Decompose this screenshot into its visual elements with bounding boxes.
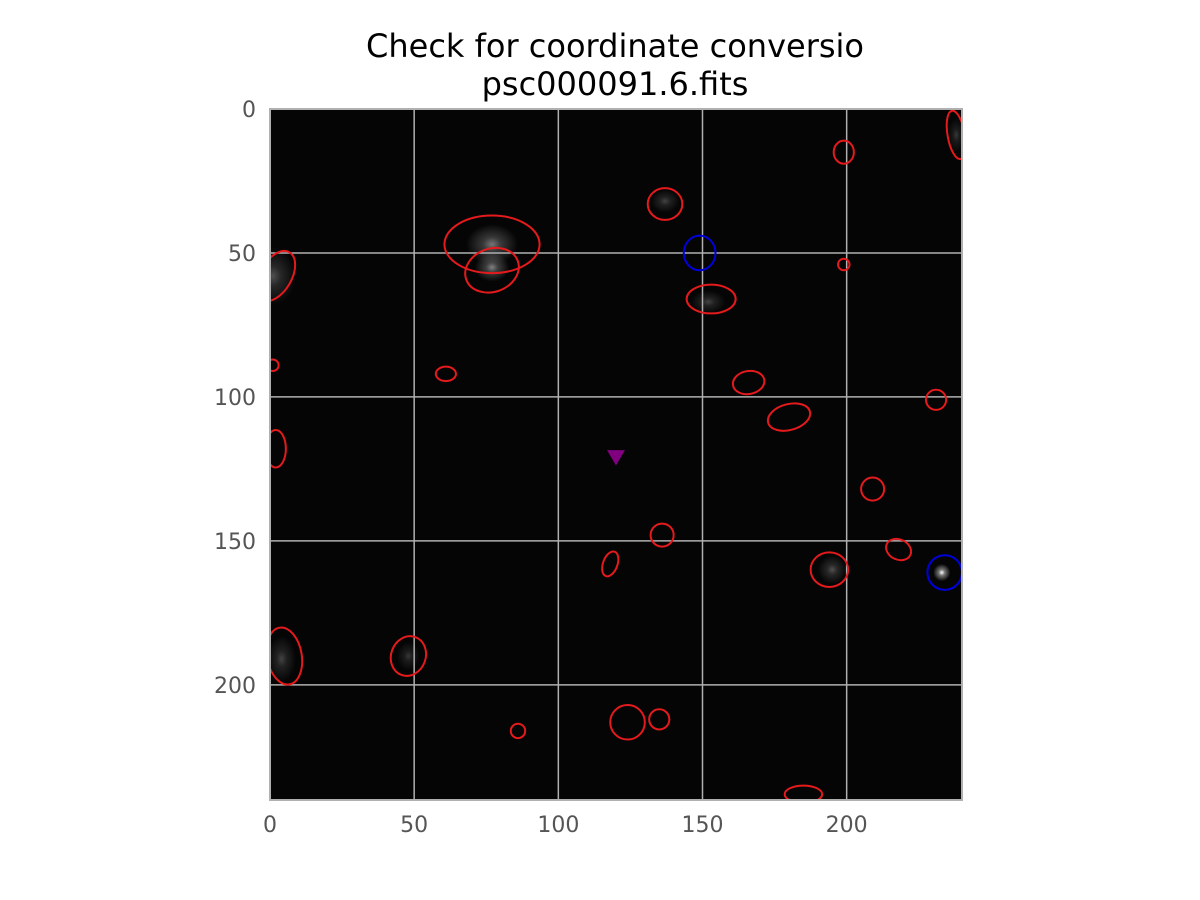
source-ellipse — [860, 476, 886, 502]
source-glow — [466, 224, 518, 265]
source-glow — [690, 290, 726, 314]
source-ellipse — [270, 250, 297, 302]
source-ellipse — [685, 283, 737, 315]
x-tick-label: 0 — [263, 813, 277, 838]
source-ellipse — [648, 708, 671, 731]
y-tick-label: 150 — [214, 530, 256, 555]
source-glow — [474, 252, 510, 282]
source-ellipse — [809, 551, 850, 588]
chart-subtitle: psc000091.6.fits — [482, 65, 749, 103]
position-marker — [607, 450, 625, 466]
source-glow — [270, 635, 296, 682]
source-ellipse — [832, 139, 855, 165]
chart-title: Check for coordinate conversio — [366, 27, 864, 65]
source-ellipse — [270, 429, 287, 469]
source-glow — [396, 641, 420, 671]
marker-layer — [270, 109, 962, 800]
source-ellipse — [509, 722, 527, 740]
source-ellipse — [270, 626, 304, 686]
source-ellipse — [646, 187, 684, 221]
source-ellipse — [389, 635, 428, 677]
source-ellipse — [837, 257, 851, 272]
source-ellipse — [924, 388, 948, 411]
source-ellipse — [766, 402, 812, 432]
source-ellipse — [270, 358, 280, 373]
reference-circle — [682, 234, 717, 272]
image-glow-layer — [270, 117, 962, 682]
reference-circle — [926, 554, 962, 591]
tick-layer: 0 50 100 150 200 0 50 100 150 200 — [214, 98, 868, 838]
source-ellipse — [945, 109, 962, 161]
x-tick-label: 200 — [826, 813, 868, 838]
source-ellipse — [609, 703, 646, 741]
source-glow — [933, 563, 951, 582]
x-tick-label: 100 — [537, 813, 579, 838]
source-ellipse — [601, 550, 620, 578]
grid-layer — [270, 109, 962, 800]
x-tick-label: 50 — [400, 813, 428, 838]
y-tick-label: 50 — [228, 242, 256, 267]
source-ellipse — [731, 369, 766, 396]
source-ellipse — [885, 537, 913, 562]
source-ellipse — [443, 214, 541, 275]
y-tick-label: 100 — [214, 386, 256, 411]
y-tick-label: 0 — [242, 98, 256, 123]
source-ellipse — [783, 784, 824, 800]
source-glow — [270, 247, 296, 305]
source-ellipse — [464, 246, 520, 294]
axes-frame — [269, 108, 963, 801]
source-ellipse — [434, 365, 457, 383]
source-glow — [947, 117, 962, 153]
source-glow — [650, 189, 680, 213]
source-glow — [817, 555, 847, 585]
y-tick-label: 200 — [214, 674, 256, 699]
source-ellipse — [649, 522, 675, 548]
x-tick-label: 150 — [682, 813, 724, 838]
